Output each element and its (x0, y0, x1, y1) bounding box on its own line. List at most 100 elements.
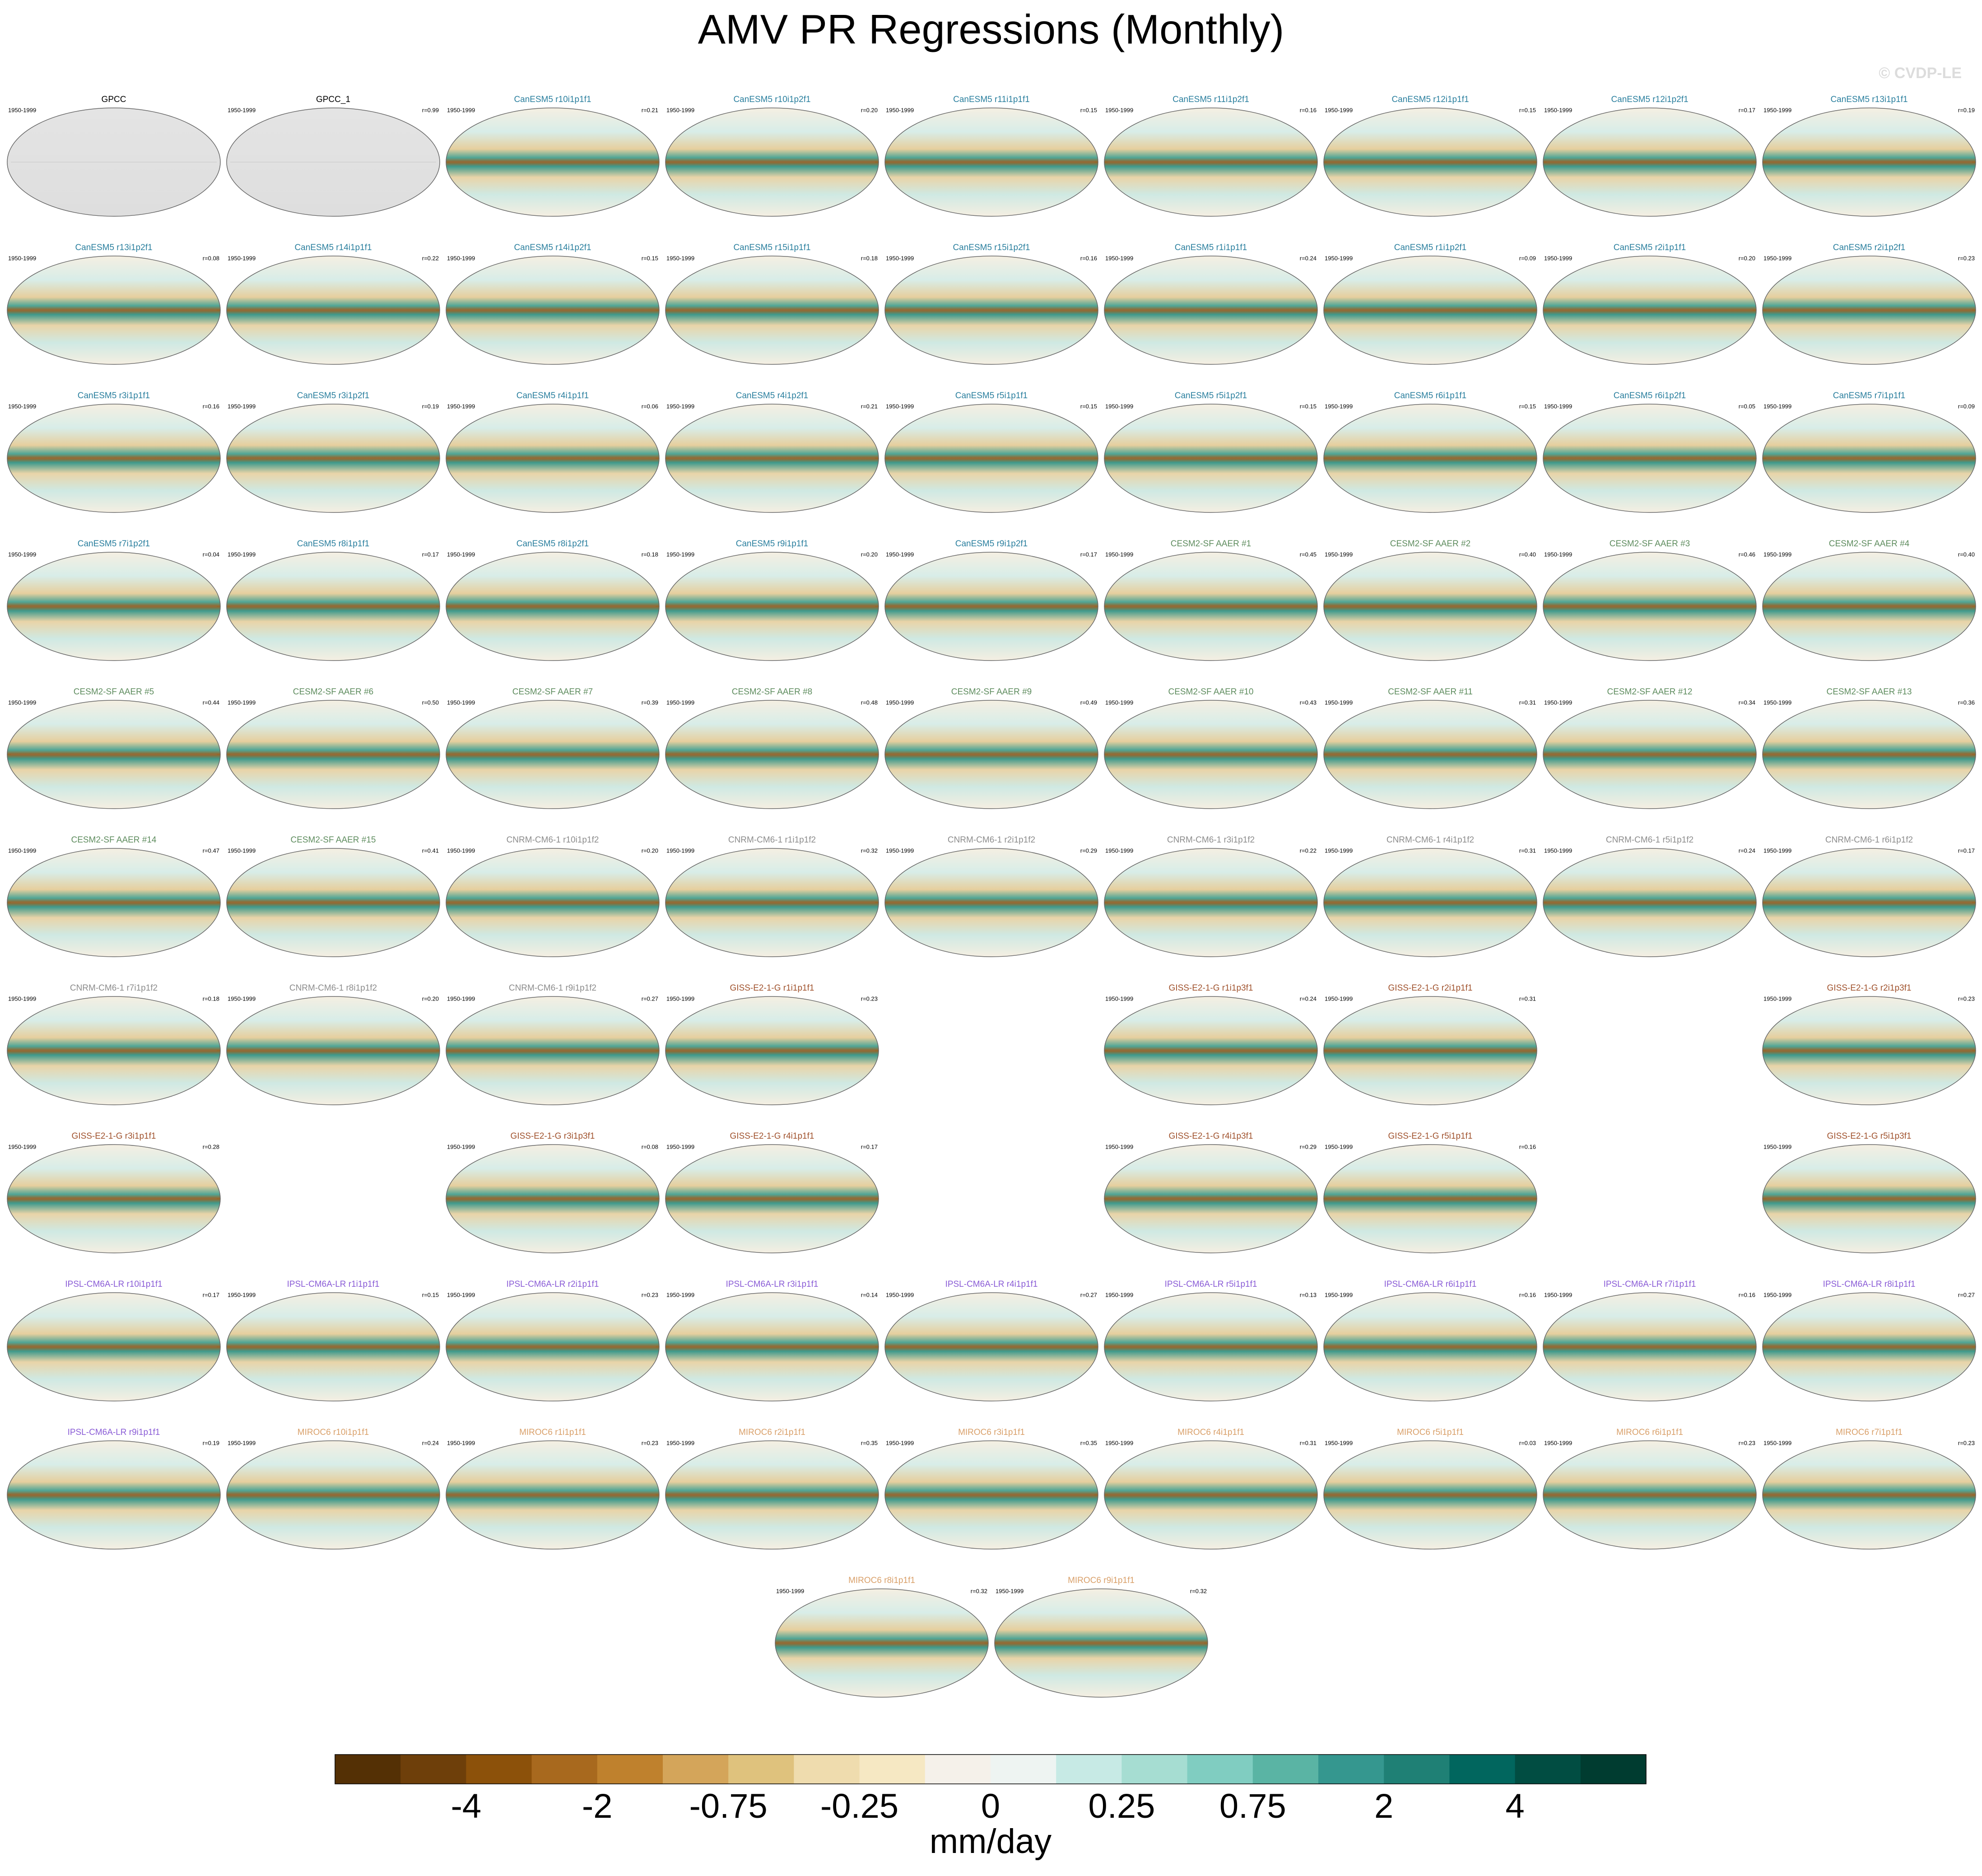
panel-title: MIROC6 r4i1p1f1 (1177, 1428, 1244, 1437)
panel: CanESM5 r13i1p1f1 1950-1999 r=0.19 (1762, 95, 1976, 217)
panel-title: MIROC6 r2i1p1f1 (739, 1428, 805, 1437)
panel-correlation: r=0.47 (203, 847, 219, 854)
map-panel (446, 996, 660, 1105)
panel-period: 1950-1999 (1763, 551, 1791, 558)
panel: CanESM5 r12i1p2f1 1950-1999 r=0.17 (1543, 95, 1757, 217)
panel-correlation: r=0.44 (203, 699, 219, 706)
map-panel (1543, 256, 1757, 365)
panel-title: CanESM5 r1i1p2f1 (1394, 243, 1467, 252)
panel-title: CanESM5 r3i1p1f1 (78, 391, 150, 400)
panel-title: IPSL-CM6A-LR r7i1p1f1 (1604, 1280, 1696, 1289)
colorbar-tick-label: -0.25 (820, 1787, 898, 1825)
map-panel (7, 700, 221, 809)
panel: CNRM-CM6-1 r10i1p1f2 1950-1999 r=0.20 (446, 835, 660, 957)
map-panel (665, 552, 879, 661)
panel-period: 1950-1999 (1544, 255, 1572, 261)
map-panel (665, 256, 879, 365)
panel-correlation: r=0.17 (1080, 551, 1097, 558)
panel-title: CanESM5 r5i1p1f1 (955, 391, 1028, 400)
colorbar-swatch (597, 1755, 663, 1784)
panel-period: 1950-1999 (8, 107, 36, 113)
panel: CanESM5 r10i1p2f1 1950-1999 r=0.20 (665, 95, 879, 217)
panel: CanESM5 r5i1p1f1 1950-1999 r=0.15 (884, 391, 1098, 513)
panel-correlation: r=0.50 (422, 699, 439, 706)
panel: CESM2-SF AAER #13 1950-1999 r=0.36 (1762, 687, 1976, 809)
panel-period: 1950-1999 (1763, 107, 1791, 113)
map-panel (7, 552, 221, 661)
map-panel (446, 256, 660, 365)
panel-title: MIROC6 r6i1p1f1 (1616, 1428, 1683, 1437)
panel: CESM2-SF AAER #2 1950-1999 r=0.40 (1323, 539, 1537, 661)
panel-title: CanESM5 r10i1p2f1 (733, 95, 810, 104)
panel-title: CNRM-CM6-1 r4i1p1f2 (1386, 835, 1474, 845)
panel-correlation: r=0.34 (1739, 699, 1755, 706)
panel-correlation: r=0.23 (642, 1291, 658, 1298)
panel: CNRM-CM6-1 r4i1p1f2 1950-1999 r=0.31 (1323, 835, 1537, 957)
map-panel (884, 1292, 1098, 1401)
panel-correlation: r=0.17 (422, 551, 439, 558)
panel-correlation: r=0.99 (422, 107, 439, 113)
panel-title: CESM2-SF AAER #13 (1826, 687, 1912, 697)
panel-period: 1950-1999 (1105, 1143, 1133, 1150)
panel-title: IPSL-CM6A-LR r4i1p1f1 (945, 1280, 1038, 1289)
panel-title: CanESM5 r3i1p2f1 (297, 391, 370, 400)
panel-correlation: r=0.03 (1519, 1439, 1536, 1446)
panel-title: GPCC (102, 95, 126, 104)
panel-title: MIROC6 r7i1p1f1 (1836, 1428, 1903, 1437)
panel-correlation: r=0.15 (1519, 403, 1536, 410)
map-panel (226, 1440, 440, 1550)
panel: CanESM5 r15i1p1f1 1950-1999 r=0.18 (665, 243, 879, 365)
panel-period: 1950-1999 (1544, 699, 1572, 706)
panel: GPCC_1 1950-1999 r=0.99 (226, 95, 440, 217)
panel-period: 1950-1999 (886, 847, 914, 854)
map-panel (1104, 700, 1318, 809)
map-panel (665, 848, 879, 957)
panel: CESM2-SF AAER #14 1950-1999 r=0.47 (7, 835, 221, 957)
colorbar-swatch (1056, 1755, 1122, 1784)
panel-correlation: r=0.15 (1519, 107, 1536, 113)
panel-correlation: r=0.35 (1080, 1439, 1097, 1446)
panel-title: CESM2-SF AAER #8 (732, 687, 812, 697)
panel-period: 1950-1999 (228, 847, 256, 854)
panel: MIROC6 r2i1p1f1 1950-1999 r=0.35 (665, 1428, 879, 1550)
panel-title: MIROC6 r5i1p1f1 (1397, 1428, 1464, 1437)
panel-period: 1950-1999 (8, 403, 36, 410)
panel-title: IPSL-CM6A-LR r3i1p1f1 (726, 1280, 819, 1289)
colorbar-swatch (925, 1755, 991, 1784)
panel-period: 1950-1999 (886, 699, 914, 706)
panel-correlation: r=0.20 (861, 107, 878, 113)
panel: CESM2-SF AAER #9 1950-1999 r=0.49 (884, 687, 1098, 809)
map-panel (226, 107, 440, 217)
map-panel (7, 1440, 221, 1550)
colorbar-tick-label: -4 (451, 1787, 482, 1825)
panel: CNRM-CM6-1 r7i1p1f2 1950-1999 r=0.18 (7, 983, 221, 1105)
panel-correlation: r=0.43 (1300, 699, 1317, 706)
panel-period: 1950-1999 (1544, 107, 1572, 113)
panel-period: 1950-1999 (886, 107, 914, 113)
panel: IPSL-CM6A-LR r10i1p1f1 r=0.17 (7, 1280, 221, 1401)
panel: CNRM-CM6-1 r5i1p1f2 1950-1999 r=0.24 (1543, 835, 1757, 957)
panel-period: 1950-1999 (666, 995, 694, 1002)
panel-correlation: r=0.19 (422, 403, 439, 410)
panel-period: 1950-1999 (228, 699, 256, 706)
panel-correlation: r=0.20 (642, 847, 658, 854)
panel-title: CESM2-SF AAER #2 (1390, 539, 1470, 549)
panel: CanESM5 r2i1p2f1 1950-1999 r=0.23 (1762, 243, 1976, 365)
panel-correlation: r=0.15 (1080, 403, 1097, 410)
panel-title: CanESM5 r15i1p2f1 (953, 243, 1030, 252)
panel-title: IPSL-CM6A-LR r5i1p1f1 (1165, 1280, 1257, 1289)
map-panel (1543, 404, 1757, 513)
panel-correlation: r=0.20 (422, 995, 439, 1002)
panel-title: IPSL-CM6A-LR r1i1p1f1 (287, 1280, 380, 1289)
panel: MIROC6 r8i1p1f1 1950-1999 r=0.32 (775, 1576, 989, 1698)
map-panel (1104, 404, 1318, 513)
panel: CESM2-SF AAER #3 1950-1999 r=0.46 (1543, 539, 1757, 661)
panel-title: GISS-E2-1-G r5i1p3f1 (1827, 1131, 1912, 1141)
panel-title: CESM2-SF AAER #10 (1168, 687, 1253, 697)
map-panel (1762, 848, 1976, 957)
panel: CanESM5 r14i1p1f1 1950-1999 r=0.22 (226, 243, 440, 365)
panel-period: 1950-1999 (666, 1143, 694, 1150)
map-panel (1323, 996, 1537, 1105)
panel-title: GISS-E2-1-G r3i1p1f1 (72, 1131, 156, 1141)
map-panel (665, 1292, 879, 1401)
